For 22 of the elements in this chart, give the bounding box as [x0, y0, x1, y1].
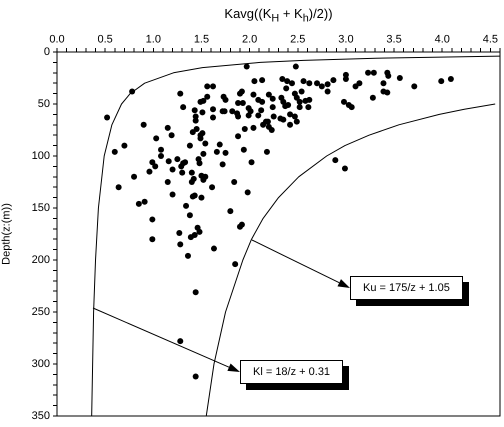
x-tick-label: 1.0 [146, 33, 161, 46]
y-tick-label: 50 [38, 98, 50, 110]
y-tick-label: 300 [32, 358, 50, 370]
x-tick-label: 4.5 [482, 33, 498, 46]
x-tick-label: 0.5 [98, 33, 113, 46]
x-tick-label: 0.0 [49, 33, 65, 46]
y-tick-label: 250 [32, 306, 50, 318]
x-tick-label: 2.0 [242, 33, 258, 46]
x-tick-label: 3.5 [386, 33, 402, 46]
annotation: Ku = 175/z + 1.05 [350, 276, 463, 300]
x-axis-title: Kavg((K$_{H}$ + K$_{h}$)/2)) [223, 6, 334, 25]
y-tick-label: 200 [32, 254, 50, 266]
y-axis-title: Depth(z:(m)) [0, 203, 13, 265]
annotation: Kl = 18/z + 0.31 [240, 360, 344, 384]
x-tick-label: 1.5 [194, 33, 210, 46]
x-tick-label: 4.0 [434, 33, 450, 46]
y-tick-label: 350 [32, 410, 50, 422]
y-tick-label: 150 [32, 202, 50, 214]
x-tick-label: 2.5 [290, 33, 306, 46]
x-tick-label: 3.0 [338, 33, 354, 46]
y-tick-label: 100 [32, 150, 50, 162]
y-tick-label: 0 [44, 46, 50, 58]
